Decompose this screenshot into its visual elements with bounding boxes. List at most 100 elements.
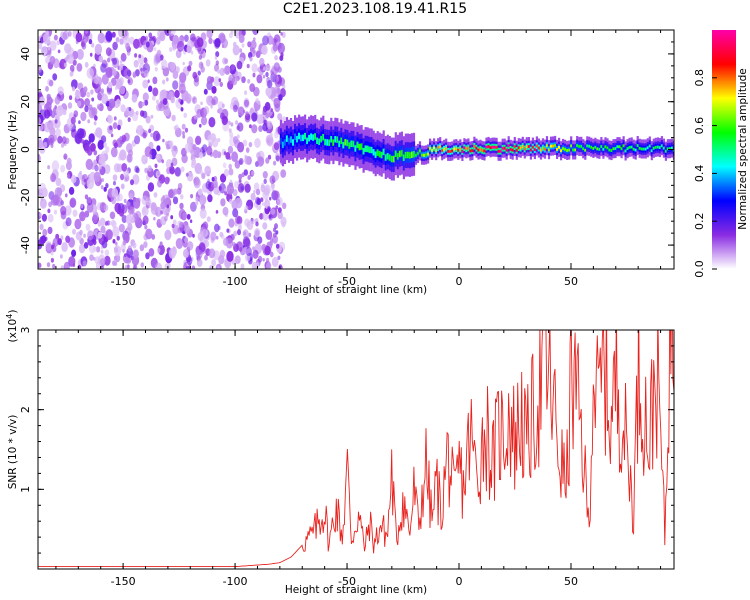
noise-speckle bbox=[127, 117, 131, 122]
signal-ridge-segment bbox=[289, 136, 293, 143]
noise-speckle bbox=[179, 221, 184, 229]
noise-speckle bbox=[91, 97, 95, 102]
noise-speckle bbox=[106, 220, 111, 226]
noise-speckle bbox=[255, 230, 260, 237]
noise-speckle bbox=[105, 183, 109, 189]
noise-speckle bbox=[98, 254, 106, 266]
noise-speckle bbox=[154, 163, 158, 168]
noise-speckle bbox=[100, 88, 105, 94]
noise-speckle bbox=[75, 32, 83, 43]
noise-speckle bbox=[197, 70, 201, 76]
noise-speckle bbox=[244, 183, 251, 193]
noise-speckle bbox=[148, 154, 153, 160]
noise-speckle bbox=[273, 131, 279, 139]
noise-speckle bbox=[244, 205, 249, 212]
signal-ridge-segment bbox=[604, 145, 607, 149]
noise-speckle bbox=[205, 59, 211, 67]
noise-speckle bbox=[157, 179, 162, 188]
noise-speckle bbox=[157, 218, 161, 224]
noise-speckle bbox=[277, 255, 281, 260]
noise-speckle bbox=[92, 214, 98, 224]
noise-speckle bbox=[112, 239, 116, 244]
signal-ridge-segment bbox=[435, 149, 438, 153]
signal-ridge-segment bbox=[481, 149, 484, 152]
colorbar-label: Normalized spectral amplitude bbox=[737, 68, 749, 229]
noise-speckle bbox=[116, 138, 123, 148]
noise-speckle bbox=[57, 135, 63, 144]
noise-speckle bbox=[69, 197, 77, 208]
noise-speckle bbox=[211, 137, 219, 148]
signal-ridge-segment bbox=[574, 148, 577, 152]
noise-speckle bbox=[266, 136, 274, 147]
noise-speckle bbox=[51, 244, 55, 250]
signal-ridge-segment bbox=[441, 149, 444, 153]
noise-speckle bbox=[84, 30, 89, 34]
noise-speckle bbox=[84, 61, 89, 68]
noise-speckle bbox=[121, 215, 128, 223]
noise-speckle bbox=[265, 257, 270, 263]
noise-speckle bbox=[101, 178, 104, 183]
signal-ridge-segment bbox=[406, 151, 409, 159]
noise-speckle bbox=[218, 78, 222, 83]
noise-speckle bbox=[142, 132, 147, 139]
spectrogram-x-label: Height of straight line (km) bbox=[285, 284, 427, 296]
noise-speckle bbox=[241, 30, 246, 36]
noise-speckle bbox=[168, 30, 176, 37]
noise-speckle bbox=[105, 30, 113, 42]
noise-speckle bbox=[281, 221, 286, 228]
signal-ridge-segment bbox=[479, 147, 482, 151]
noise-speckle bbox=[238, 173, 243, 180]
snr-panel: -150 -100 -50 0 50 1 2 3 Height of straight lin… bbox=[5, 310, 675, 596]
noise-speckle bbox=[65, 217, 72, 227]
signal-ridge-segment bbox=[320, 135, 323, 143]
noise-speckle bbox=[259, 69, 264, 76]
noise-speckle bbox=[162, 66, 170, 77]
noise-speckle bbox=[97, 92, 102, 101]
noise-speckle bbox=[244, 113, 251, 123]
snr-x-tick-label: 0 bbox=[456, 575, 463, 588]
signal-ridge-segment bbox=[513, 145, 516, 149]
noise-speckle bbox=[119, 136, 123, 141]
noise-speckle bbox=[155, 153, 160, 160]
signal-ridge-segment bbox=[318, 138, 321, 145]
noise-speckle bbox=[86, 197, 93, 206]
noise-speckle bbox=[228, 128, 232, 134]
noise-speckle bbox=[169, 166, 173, 171]
noise-speckle bbox=[255, 221, 259, 227]
noise-speckle bbox=[85, 158, 94, 170]
noise-speckle bbox=[176, 40, 185, 52]
noise-speckle bbox=[101, 265, 104, 269]
noise-speckle bbox=[135, 167, 140, 174]
noise-speckle bbox=[52, 73, 58, 81]
noise-speckle bbox=[164, 229, 172, 241]
noise-speckle bbox=[121, 163, 128, 172]
noise-speckle bbox=[153, 47, 157, 51]
noise-speckle bbox=[230, 30, 234, 35]
colorbar-tick-label: 0.2 bbox=[693, 212, 706, 230]
noise-speckle bbox=[186, 45, 192, 54]
noise-speckle bbox=[93, 75, 100, 85]
noise-speckle bbox=[38, 182, 47, 194]
noise-speckle bbox=[250, 218, 255, 225]
noise-speckle bbox=[67, 102, 73, 109]
noise-speckle bbox=[266, 262, 272, 269]
noise-speckle bbox=[226, 228, 230, 233]
signal-ridge-segment bbox=[312, 134, 315, 141]
signal-ridge-segment bbox=[356, 141, 359, 149]
noise-speckle bbox=[164, 209, 168, 214]
signal-ridge-segment bbox=[521, 145, 524, 148]
signal-ridge-segment bbox=[338, 140, 341, 148]
snr-x-tick-label: -150 bbox=[111, 575, 136, 588]
noise-speckle bbox=[63, 62, 68, 68]
noise-speckle bbox=[159, 241, 163, 246]
noise-speckle bbox=[156, 49, 162, 57]
noise-speckle bbox=[76, 63, 83, 72]
noise-speckle bbox=[221, 44, 225, 49]
signal-ridge-segment bbox=[543, 147, 547, 151]
signal-ridge-segment bbox=[622, 144, 625, 148]
noise-speckle bbox=[84, 105, 89, 113]
noise-speckle bbox=[247, 79, 251, 84]
noise-speckle bbox=[127, 245, 132, 252]
noise-speckle bbox=[236, 75, 240, 82]
snr-y-scale-exp: 4 bbox=[5, 314, 14, 319]
